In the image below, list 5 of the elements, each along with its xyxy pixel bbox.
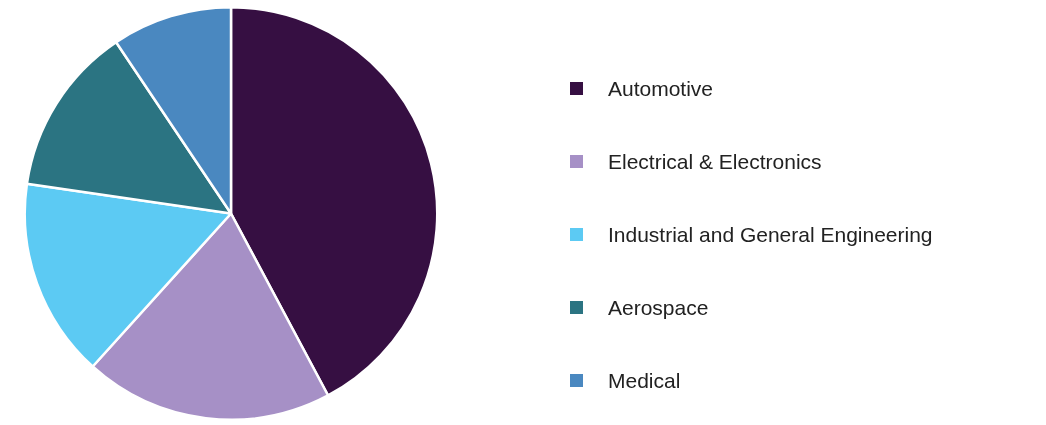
legend-label: Medical xyxy=(608,368,681,393)
legend-label: Aerospace xyxy=(608,295,709,320)
legend-label: Industrial and General Engineering xyxy=(608,222,933,247)
legend-label: Automotive xyxy=(608,76,714,101)
legend-label: Electrical & Electronics xyxy=(608,149,822,174)
